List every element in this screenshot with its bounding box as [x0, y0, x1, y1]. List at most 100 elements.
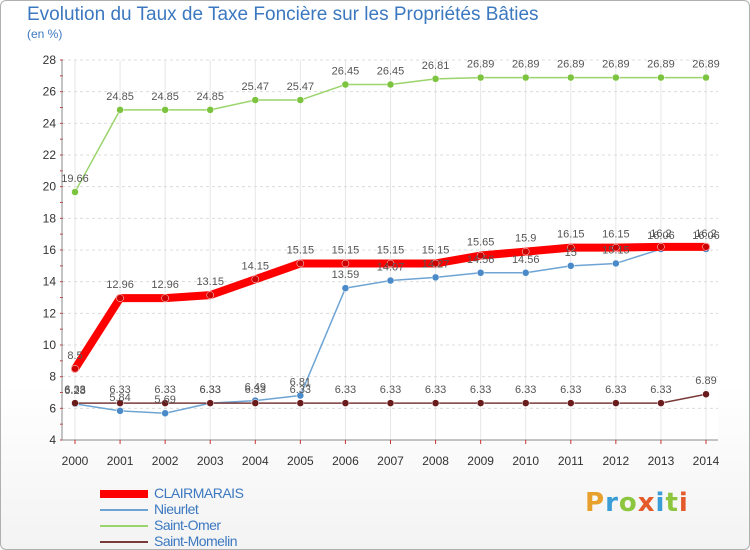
data-point-saint-momelin — [476, 399, 485, 407]
y-tick-label: 8 — [49, 370, 56, 384]
data-point-saint-omer — [341, 80, 350, 89]
data-label-saint-omer: 19.66 — [61, 173, 89, 185]
data-label-saint-momelin: 6.33 — [64, 384, 85, 396]
data-label-saint-omer: 25.47 — [287, 81, 315, 93]
data-label-saint-momelin: 6.33 — [245, 384, 266, 396]
data-label-saint-omer: 24.85 — [106, 91, 134, 103]
data-point-nieurlet — [296, 391, 305, 400]
logo-letter: x — [637, 488, 656, 518]
legend-item-saint-momelin: Saint-Momelin — [100, 533, 340, 549]
data-point-clairmarais — [71, 365, 79, 373]
x-tick-label: 2012 — [603, 454, 630, 468]
data-point-clairmarais — [161, 294, 169, 302]
y-tick-label: 20 — [43, 180, 57, 194]
data-point-saint-omer — [657, 73, 665, 82]
data-point-saint-omer — [251, 96, 260, 104]
data-label-saint-momelin: 6.33 — [560, 384, 581, 396]
legend-item-saint-omer: Saint-Omer — [100, 517, 340, 533]
data-label-clairmarais: 14.15 — [242, 260, 270, 272]
data-label-saint-momelin: 6.33 — [425, 384, 446, 396]
data-point-saint-omer — [567, 73, 575, 82]
logo-letter: o — [618, 488, 638, 518]
data-label-saint-omer: 26.89 — [692, 59, 720, 71]
data-point-saint-momelin — [116, 399, 124, 407]
data-label-saint-omer: 26.89 — [467, 59, 495, 71]
y-tick-label: 18 — [43, 211, 57, 225]
data-point-clairmarais — [702, 243, 710, 251]
logo-letter: i — [655, 488, 666, 518]
x-tick-label: 2006 — [332, 454, 359, 468]
x-tick-label: 2008 — [422, 454, 449, 468]
x-tick-label: 2007 — [377, 454, 404, 468]
data-point-nieurlet — [161, 409, 169, 417]
data-label-saint-momelin: 6.89 — [695, 375, 716, 387]
x-tick-label: 2003 — [197, 454, 224, 468]
data-label-nieurlet: 6.49 — [245, 382, 266, 394]
x-tick-label: 2009 — [467, 454, 494, 468]
data-label-clairmarais: 13.15 — [196, 276, 224, 288]
logo-letter: i — [678, 488, 689, 518]
data-label-nieurlet: 6.81 — [290, 377, 311, 389]
data-label-saint-momelin: 6.33 — [200, 384, 221, 396]
legend-label-nieurlet: Nieurlet — [154, 501, 199, 517]
data-label-saint-momelin: 6.33 — [605, 384, 626, 396]
data-label-nieurlet: 14.56 — [467, 254, 495, 266]
legend-swatch-clairmarais — [100, 490, 148, 498]
data-label-nieurlet: 14.07 — [377, 262, 405, 274]
data-label-clairmarais: 15.15 — [422, 244, 450, 256]
x-tick-label: 2005 — [287, 454, 314, 468]
data-point-clairmarais — [386, 259, 395, 268]
data-label-saint-omer: 24.85 — [151, 91, 179, 103]
data-label-clairmarais: 16.2 — [695, 228, 716, 240]
data-label-saint-momelin: 6.33 — [470, 384, 491, 396]
y-tick-label: 24 — [43, 116, 57, 130]
data-point-saint-momelin — [161, 399, 169, 407]
data-point-saint-momelin — [206, 399, 214, 407]
data-label-saint-omer: 26.89 — [557, 59, 585, 71]
data-point-saint-momelin — [296, 399, 305, 407]
y-tick-label: 6 — [49, 401, 56, 415]
data-point-clairmarais — [521, 247, 530, 256]
data-label-clairmarais: 16.2 — [650, 228, 671, 240]
data-point-saint-omer — [206, 106, 214, 114]
data-point-saint-omer — [161, 106, 169, 114]
data-label-clairmarais: 8.5 — [67, 350, 82, 362]
data-point-saint-momelin — [657, 399, 665, 407]
data-point-saint-omer — [476, 73, 485, 82]
data-point-nieurlet — [567, 262, 575, 270]
data-point-clairmarais — [296, 259, 305, 268]
data-label-saint-momelin: 6.33 — [515, 384, 536, 396]
legend-swatch-nieurlet — [100, 509, 148, 511]
data-label-nieurlet: 14.27 — [422, 258, 450, 270]
legend-label-saint-omer: Saint-Omer — [154, 517, 221, 533]
legend-item-nieurlet: Nieurlet — [100, 501, 340, 517]
data-point-saint-omer — [612, 73, 620, 82]
data-label-clairmarais: 12.96 — [151, 279, 179, 291]
data-label-clairmarais: 12.96 — [106, 279, 134, 291]
data-label-saint-omer: 26.89 — [647, 59, 675, 71]
y-tick-label: 28 — [43, 53, 57, 67]
data-label-nieurlet: 5.69 — [154, 394, 175, 406]
data-label-saint-momelin: 6.33 — [109, 384, 130, 396]
x-tick-label: 2010 — [512, 454, 539, 468]
chart-title: Evolution du Taux de Taxe Foncière sur l… — [27, 4, 539, 25]
data-label-clairmarais: 15.15 — [377, 244, 405, 256]
data-label-saint-momelin: 6.33 — [154, 384, 175, 396]
x-tick-label: 2011 — [558, 454, 584, 468]
data-point-saint-omer — [116, 106, 124, 114]
data-label-clairmarais: 15.9 — [515, 233, 536, 245]
legend-swatch-saint-momelin — [100, 541, 148, 543]
data-label-saint-momelin: 6.33 — [650, 384, 671, 396]
data-label-nieurlet: 13.59 — [332, 269, 360, 281]
data-label-clairmarais: 16.15 — [557, 229, 585, 241]
x-tick-label: 2002 — [152, 454, 179, 468]
data-point-saint-momelin — [612, 399, 620, 407]
data-point-saint-omer — [702, 73, 710, 82]
data-point-nieurlet — [386, 276, 395, 285]
data-point-saint-omer — [521, 73, 530, 82]
legend-item-clairmarais: CLAIRMARAIS — [100, 485, 340, 501]
data-point-nieurlet — [521, 269, 530, 277]
data-label-saint-omer: 25.47 — [242, 81, 270, 93]
data-label-saint-momelin: 6.33 — [380, 384, 401, 396]
